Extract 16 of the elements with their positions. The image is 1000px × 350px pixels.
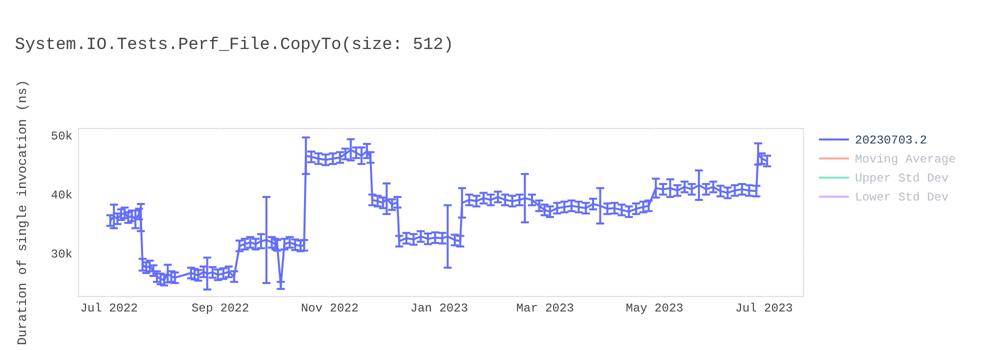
x-tick-label: Mar 2023 — [516, 302, 574, 316]
y-tick-label: 50k — [50, 130, 72, 144]
legend-label: Lower Std Dev — [855, 190, 949, 205]
y-tick-label: 40k — [50, 188, 72, 203]
x-tick-label: Jul 2023 — [735, 302, 793, 316]
x-tick-label: May 2023 — [626, 302, 684, 316]
x-tick-label: Nov 2022 — [300, 302, 359, 316]
legend-label: Moving Average — [855, 152, 956, 167]
y-axis-title: Duration of single invocation (ns) — [14, 80, 30, 346]
legend-label: Upper Std Dev — [855, 172, 949, 186]
x-tick-label: Sep 2022 — [191, 302, 250, 316]
x-tick-label: Jan 2023 — [410, 302, 468, 316]
legend-label: 20230703.2 — [855, 133, 928, 148]
y-tick-label: 30k — [50, 247, 72, 262]
x-tick-label: Jul 2022 — [80, 302, 138, 316]
chart-title: System.IO.Tests.Perf_File.CopyTo(size: 512) — [14, 36, 454, 55]
